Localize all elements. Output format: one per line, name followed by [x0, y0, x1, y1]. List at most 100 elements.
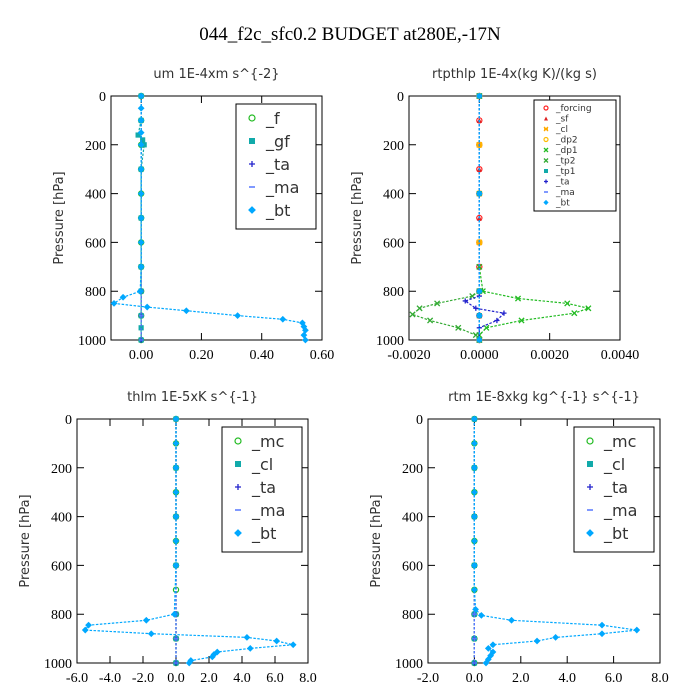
data-point [518, 317, 525, 324]
data-point [598, 630, 606, 638]
series-bt [475, 92, 483, 344]
legend: _mc _cl _ta _ma _bt [221, 426, 303, 553]
data-point [477, 612, 485, 619]
data-point [552, 634, 559, 641]
data-point [81, 626, 89, 634]
y-axis-label: Pressure [hPa] [52, 171, 67, 264]
data-point [172, 562, 180, 569]
data-point [471, 464, 478, 472]
legend-marker [248, 206, 256, 214]
data-point [585, 305, 592, 312]
data-point [455, 324, 462, 331]
legend-entry: _ta [235, 478, 276, 498]
data-point [137, 129, 145, 136]
data-point [172, 464, 180, 472]
data-point [462, 298, 468, 304]
data-point [533, 637, 541, 645]
legend-label: _bt [555, 199, 570, 209]
legend-entry: _f [248, 109, 280, 129]
data-point [110, 300, 118, 307]
data-point [140, 137, 146, 143]
plot-frame [427, 418, 661, 664]
data-point [598, 621, 606, 629]
series-line [84, 419, 294, 664]
data-point [182, 307, 190, 315]
y-tick-label: 600 [383, 236, 404, 251]
data-point [475, 190, 483, 197]
y-tick-label: 200 [402, 462, 423, 477]
y-tick-label: 800 [402, 608, 423, 623]
y-tick-label: 1000 [44, 657, 72, 672]
data-point [475, 287, 483, 295]
legend-marker [249, 138, 255, 144]
data-point [471, 488, 478, 496]
legend-entry: _dp2 [543, 136, 578, 146]
x-tick-label: 4.0 [233, 671, 251, 686]
plot-frame [408, 95, 621, 341]
series-line [411, 96, 480, 341]
legend-entry: _cl [543, 125, 568, 135]
data-point [473, 305, 479, 311]
x-tick-label: 0.0 [466, 671, 484, 686]
y-tick-label: 0 [416, 413, 423, 428]
data-point [185, 659, 193, 667]
x-tick-label: 0.0020 [530, 348, 569, 363]
y-tick-label: 200 [51, 462, 72, 477]
data-point [409, 311, 416, 318]
legend-label: _bt [603, 524, 628, 544]
data-point [494, 317, 500, 324]
x-tick-label: 8.0 [299, 671, 317, 686]
series-line [112, 96, 307, 341]
legend-marker [543, 147, 549, 153]
data-point [136, 287, 144, 295]
data-point [289, 641, 297, 649]
y-tick-label: 1000 [78, 334, 106, 349]
data-point [416, 305, 423, 312]
x-tick-label: 2.0 [512, 671, 530, 686]
series-line [473, 419, 637, 664]
data-point [279, 315, 287, 323]
legend-label: _forcing [555, 104, 592, 114]
data-point [471, 440, 478, 447]
legend-marker [544, 179, 548, 184]
legend-marker [543, 126, 549, 132]
series-bt [110, 92, 309, 344]
y-tick-label: 400 [51, 511, 72, 526]
plot-frame [110, 95, 323, 341]
legend-label: _cl [555, 125, 568, 135]
legend-marker [234, 529, 242, 537]
legend: _forcing_sf_cl_dp2_dp1_tp2_tp1_ta_ma_bt [533, 99, 617, 212]
y-tick-label: 800 [383, 285, 404, 300]
legend-entry: _ma [249, 178, 299, 198]
data-point [172, 415, 180, 423]
y-tick-label: 400 [402, 511, 423, 526]
legend-label: _sf [555, 115, 569, 125]
legend-marker [543, 136, 549, 143]
legend-entry: _sf [544, 115, 569, 125]
y-tick-label: 400 [85, 188, 106, 203]
data-point [137, 214, 145, 222]
legend-label: _ta [251, 478, 276, 498]
x-tick-label: 0.60 [310, 348, 335, 363]
data-point [471, 562, 478, 569]
x-tick-label: 6.0 [266, 671, 284, 686]
data-point [137, 239, 145, 246]
legend-marker [544, 116, 548, 121]
data-point [85, 621, 92, 629]
data-point [137, 141, 145, 149]
legend-marker [586, 529, 594, 537]
legend-label: _ma [251, 501, 285, 521]
legend-marker [235, 484, 241, 490]
series-bt [81, 415, 297, 667]
legend-label: _ta [603, 478, 628, 498]
data-point [172, 513, 180, 520]
legend-marker [234, 437, 242, 445]
legend-label: _cl [251, 455, 273, 475]
x-tick-label: 0.20 [189, 348, 214, 363]
data-point [471, 415, 478, 423]
legend-entry: _tp1 [544, 167, 575, 177]
y-tick-label: 1000 [376, 334, 404, 349]
data-point [514, 295, 522, 302]
data-point [135, 132, 141, 138]
